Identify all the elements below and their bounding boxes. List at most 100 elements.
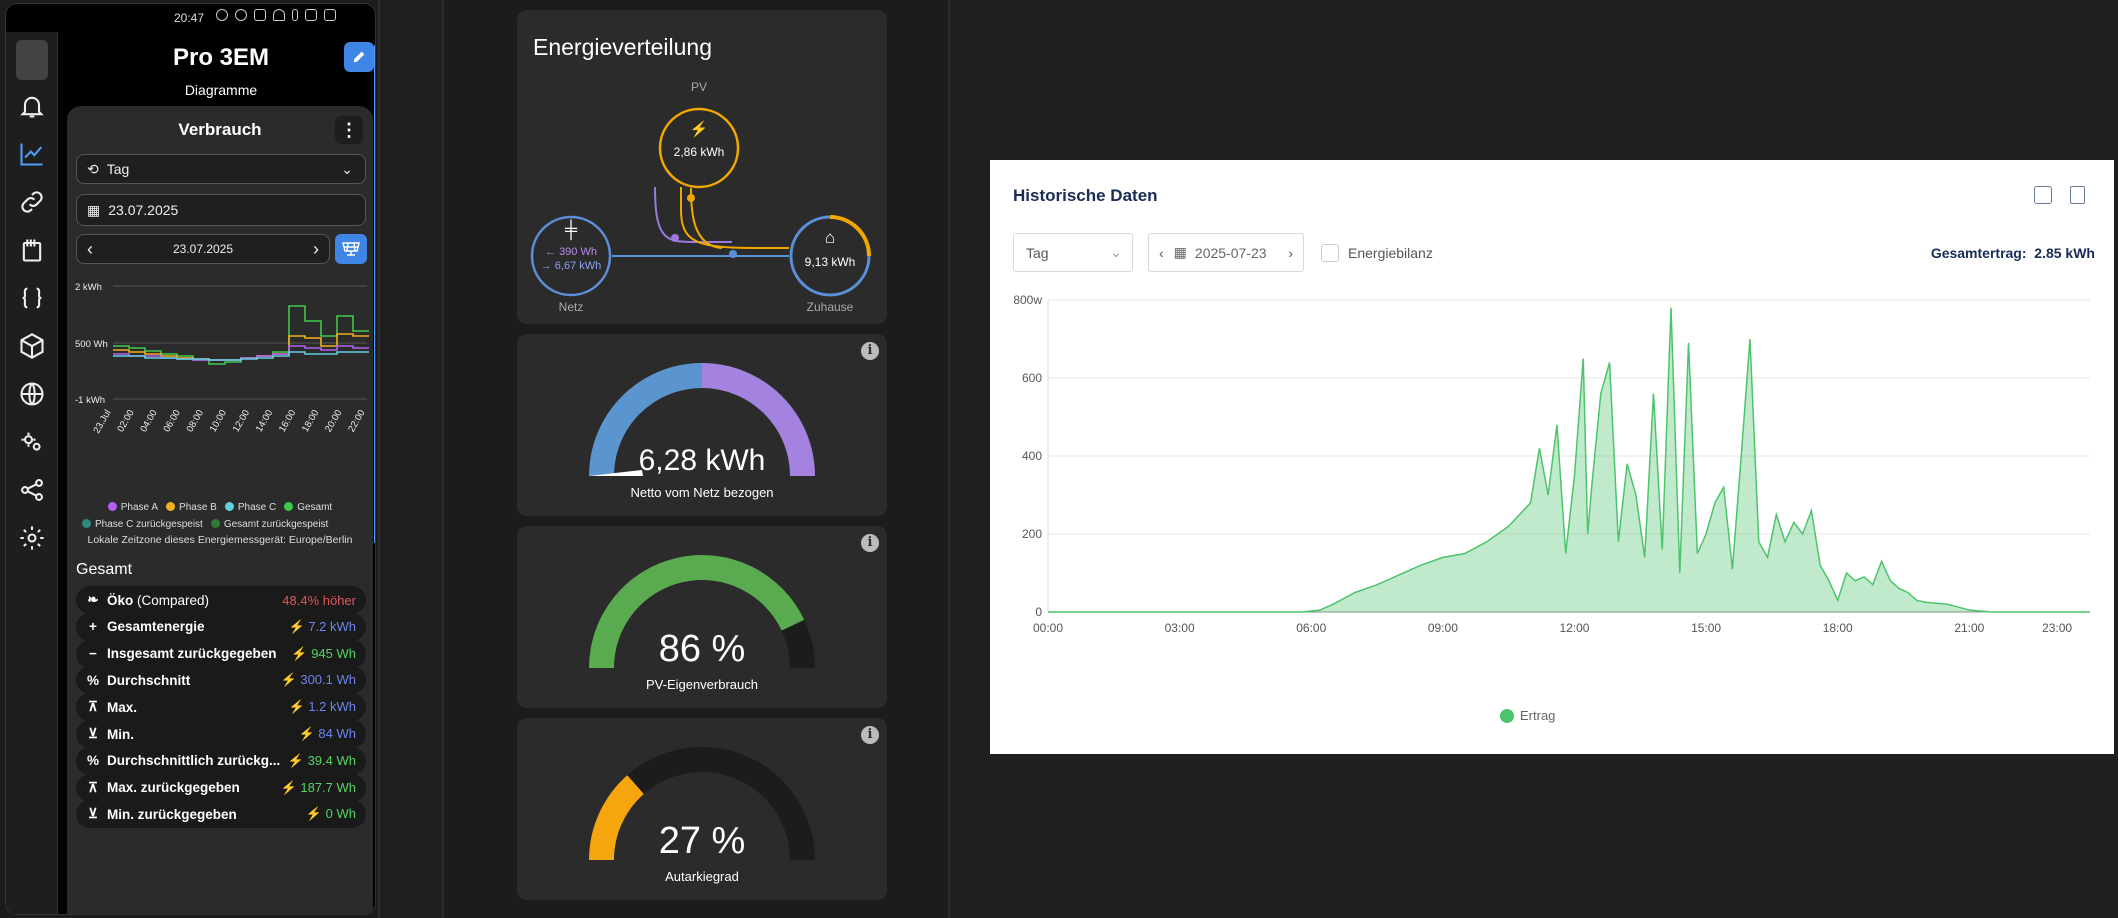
info-icon[interactable]: i (861, 342, 879, 360)
pv-label: PV (690, 80, 707, 94)
stat-label: Durchschnitt (107, 672, 191, 688)
more-menu-button[interactable]: ⋮ (335, 116, 363, 144)
chevron-down-icon: ⌄ (1110, 244, 1122, 260)
gauge-track (589, 747, 815, 860)
info-icon[interactable]: i (861, 534, 879, 552)
info-icon[interactable]: i (861, 726, 879, 744)
legend-label: Phase C zurückgespeist (95, 519, 203, 530)
period-value: Tag (1026, 244, 1049, 261)
gauge-value: 27 % (658, 820, 746, 862)
solar-power-icon: ⚡ (689, 121, 709, 138)
stat-row[interactable]: ⊼ Max. zurückgegeben ⚡ 187.7 Wh (76, 773, 366, 802)
date-picker[interactable]: ‹ ▦ 2025-07-23 › (1148, 233, 1304, 272)
grid-export: → 6,67 kWh (540, 260, 602, 272)
stat-row[interactable]: − Insgesamt zurückgegeben ⚡ 945 Wh (76, 639, 366, 668)
gesamt-heading: Gesamt (76, 561, 133, 578)
link-icon[interactable] (14, 184, 50, 220)
energy-balance-checkbox[interactable] (1321, 244, 1339, 262)
plus-icon: + (89, 619, 97, 635)
stat-row[interactable]: ❧ Öko (Compared) 48.4% höher (76, 586, 366, 614)
percent-icon: % (86, 753, 99, 769)
total-yield-value: 2.85 kWh (2034, 245, 2095, 261)
total-yield-label: Gesamtertrag: (1930, 245, 2027, 261)
stat-value: ⚡ 300.1 Wh (280, 672, 356, 688)
legend-entry[interactable]: Phase B (166, 502, 217, 513)
stat-label: Max. zurückgegeben (107, 780, 240, 796)
stat-row[interactable]: + Gesamtenergie ⚡ 7.2 kWh (76, 612, 366, 641)
grid-label: Netz (558, 300, 584, 314)
chevron-left-icon[interactable]: ‹ (87, 238, 93, 259)
chart-line-icon[interactable] (14, 136, 50, 172)
x-tick-label: 00:00 (1033, 621, 1063, 635)
edit-button[interactable] (344, 42, 374, 72)
gears-icon[interactable] (14, 424, 50, 460)
mute-icon (305, 9, 317, 21)
bell-icon[interactable] (14, 88, 50, 124)
total-yield: Gesamtertrag: 2.85 kWh (1930, 245, 2095, 261)
stat-value: ⚡ 187.7 Wh (280, 779, 356, 795)
legend-swatch (1500, 708, 1514, 723)
stat-value: ⚡ 84 Wh (298, 726, 356, 741)
image-export-icon[interactable] (2034, 186, 2052, 204)
device-logo-icon[interactable] (16, 40, 48, 80)
date-input[interactable]: ▦ 23.07.2025 (76, 194, 366, 226)
device-icon[interactable] (14, 232, 50, 268)
legend-label: Gesamt (297, 502, 333, 513)
bluetooth-icon (292, 9, 298, 21)
settings-gear-icon[interactable] (14, 520, 50, 556)
energy-distribution-card: Energieverteilung PV ⚡ 2,86 kWh ╪ ← 390 … (517, 10, 887, 324)
legend-entry[interactable]: Phase C (224, 502, 276, 513)
y-tick-label: 400 (1022, 449, 1042, 463)
page-subtitle: Diagramme (184, 82, 258, 98)
date-input-value: 23.07.2025 (108, 202, 179, 218)
legend-entry[interactable]: Gesamt zurückgespeist (210, 519, 328, 530)
x-tick-label: 15:00 (1691, 621, 1721, 635)
stat-label: Insgesamt zurückgegeben (107, 646, 277, 662)
stat-row[interactable]: % Durchschnittlich zurückg... ⚡ 39.4 Wh (76, 746, 366, 775)
grid-import: ← 390 Wh (545, 246, 597, 258)
chevron-left-icon[interactable]: ‹ (1159, 244, 1164, 261)
stat-value: ⚡ 0 Wh (305, 806, 356, 822)
sidebar-rail (6, 32, 58, 914)
legend-entry[interactable]: Gesamt (284, 502, 332, 513)
globe-icon[interactable] (14, 376, 50, 412)
chart-legend[interactable]: Ertrag (1500, 708, 1555, 723)
script-braces-icon[interactable] (14, 280, 50, 316)
mini-x-tick: 10:00 (208, 408, 229, 434)
status-icons (216, 9, 336, 21)
scrollbar[interactable] (374, 44, 375, 544)
legend-entry[interactable]: Phase A (107, 502, 158, 513)
stat-value: ⚡ 39.4 Wh (287, 752, 356, 768)
solar-panel-icon (342, 242, 360, 256)
max-icon: ⊼ (88, 779, 98, 795)
stat-row[interactable]: ⊻ Min. zurückgegeben ⚡ 0 Wh (76, 800, 366, 829)
share-icon[interactable] (14, 472, 50, 508)
document-export-icon[interactable] (2070, 186, 2085, 204)
chevron-right-icon[interactable]: › (1288, 244, 1293, 261)
stat-row[interactable]: ⊻ Min. ⚡ 84 Wh (76, 720, 366, 748)
mini-y-tick: -1 kWh (75, 395, 105, 406)
chevron-right-icon[interactable]: › (313, 238, 319, 259)
gauge-fill (589, 775, 644, 860)
grid-import-value: 390 Wh (559, 246, 597, 258)
period-select[interactable]: ⟲ Tag ⌄ (76, 154, 366, 184)
stat-suffix: (Compared) (133, 592, 210, 608)
home-label: Zuhause (806, 300, 854, 314)
grid-net-gauge-card: i 6,28 kWh Netto vom Netz bezogen (517, 334, 887, 516)
date-nav-value: 23.07.2025 (172, 242, 234, 256)
mini-x-tick: 23.Jul (91, 408, 113, 435)
max-icon: ⊼ (88, 699, 98, 715)
x-tick-label: 23:00 (2042, 621, 2072, 635)
gauge-label: Netto vom Netz bezogen (630, 485, 774, 500)
energy-title: Energieverteilung (533, 34, 713, 60)
autarky-gauge (589, 747, 815, 860)
period-select[interactable]: Tag ⌄ (1013, 233, 1133, 272)
cube-icon[interactable] (14, 328, 50, 364)
legend-entry[interactable]: Phase C zurückgespeist (82, 519, 203, 530)
stat-label: Min. (107, 726, 134, 742)
stat-row[interactable]: % Durchschnitt ⚡ 300.1 Wh (76, 666, 366, 695)
pencil-icon (353, 51, 365, 63)
mini-chart-legend: Phase A Phase B Phase C Gesamt Phase C zurüc… (67, 502, 373, 538)
solar-panel-button[interactable] (335, 234, 367, 264)
stat-row[interactable]: ⊼ Max. ⚡ 1.2 kWh (76, 693, 366, 722)
